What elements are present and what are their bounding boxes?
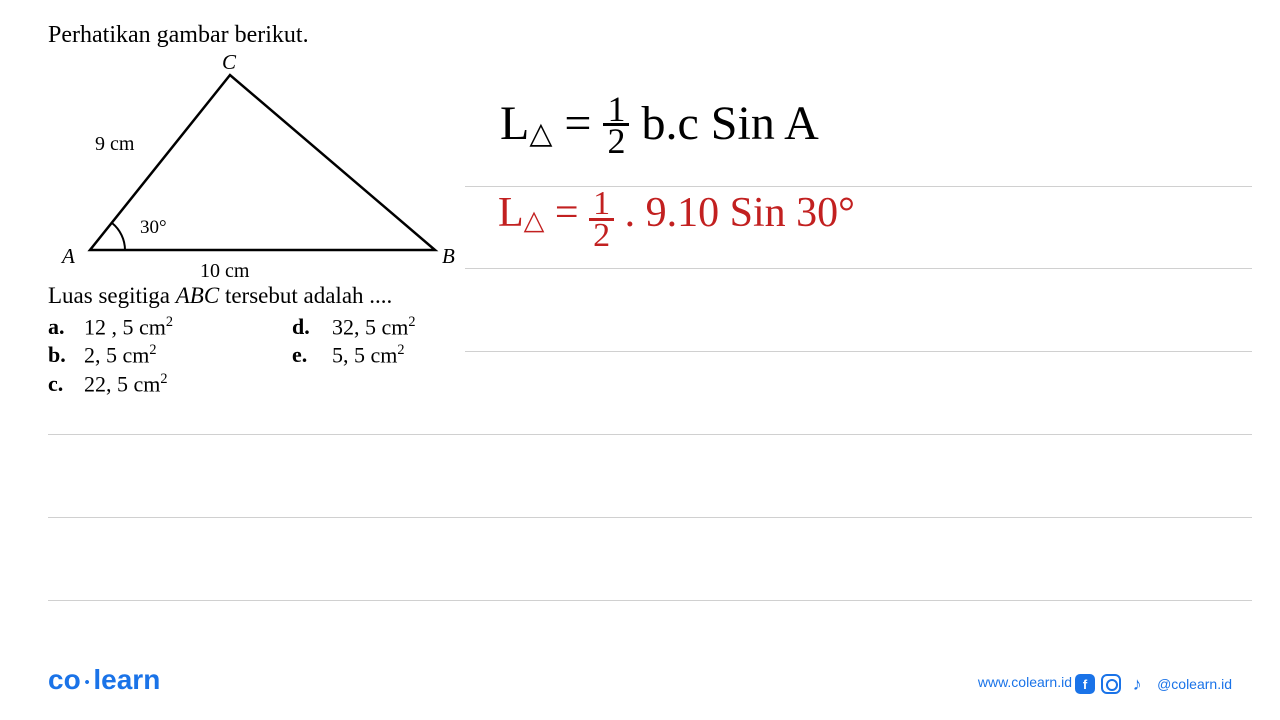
triangle-diagram: A B C 9 cm 10 cm 30°	[40, 55, 470, 285]
facebook-icon[interactable]: f	[1075, 674, 1095, 694]
logo: co • learn	[48, 664, 160, 696]
option-e-letter: e.	[292, 342, 332, 368]
hw2-den: 2	[589, 221, 614, 251]
vertex-a-label: A	[60, 244, 75, 268]
hw1-rest: b.c Sin A	[629, 97, 818, 150]
handwriting-substitution: L△ = 12 . 9.10 Sin 30°	[498, 186, 855, 247]
ruled-line	[48, 517, 1252, 518]
option-d-letter: d.	[292, 314, 332, 340]
option-b-letter: b.	[48, 342, 84, 368]
page: Perhatikan gambar berikut. A B C 9 cm 10…	[0, 0, 1280, 720]
hw2-L: L	[498, 190, 524, 236]
hw1-den: 2	[603, 126, 629, 156]
hw2-rest: . 9.10 Sin 30°	[614, 190, 855, 236]
option-b-value: 2, 5 cm2	[84, 342, 292, 368]
handwriting-formula: L△ = 12 b.c Sin A	[500, 96, 819, 158]
hw1-L: L	[500, 97, 529, 150]
logo-dot: •	[81, 674, 94, 690]
question-suffix: tersebut adalah ....	[219, 283, 392, 308]
social-handle: @colearn.id	[1157, 676, 1232, 692]
vertex-b-label: B	[442, 244, 455, 268]
option-c-letter: c.	[48, 371, 84, 397]
footer: co • learn www.colearn.id f ♪ @colearn.i…	[0, 656, 1280, 696]
social-links: f ♪ @colearn.id	[1075, 674, 1232, 694]
hw2-fraction: 12	[589, 190, 614, 251]
logo-co: co	[48, 664, 81, 695]
option-a-value: 12 , 5 cm2	[84, 314, 292, 340]
option-e-value: 5, 5 cm2	[332, 342, 462, 368]
hw1-eq: =	[552, 97, 603, 150]
side-ac-label: 9 cm	[95, 133, 135, 155]
ruled-line	[48, 600, 1252, 601]
problem-title: Perhatikan gambar berikut.	[48, 22, 309, 49]
option-a-letter: a.	[48, 314, 84, 340]
option-d-value: 32, 5 cm2	[332, 314, 462, 340]
instagram-icon[interactable]	[1101, 674, 1121, 694]
angle-label: 30°	[140, 217, 167, 238]
ruled-line	[465, 351, 1252, 352]
hw1-delta: △	[529, 117, 552, 150]
vertex-c-label: C	[222, 55, 237, 74]
question-abc: ABC	[176, 283, 219, 308]
hw2-eq: =	[544, 190, 589, 236]
question-text: Luas segitiga ABC tersebut adalah ....	[48, 283, 392, 309]
answer-options: a. 12 , 5 cm2 d. 32, 5 cm2 b. 2, 5 cm2 e…	[48, 314, 462, 399]
option-c-value: 22, 5 cm2	[84, 371, 292, 397]
ruled-line	[465, 268, 1252, 269]
hw1-fraction: 12	[603, 95, 629, 156]
website-link[interactable]: www.colearn.id	[978, 674, 1072, 690]
tiktok-icon[interactable]: ♪	[1127, 674, 1147, 694]
logo-learn: learn	[93, 664, 160, 695]
question-prefix: Luas segitiga	[48, 283, 176, 308]
ruled-line	[48, 434, 1252, 435]
hw2-delta: △	[524, 205, 545, 235]
side-ab-label: 10 cm	[200, 260, 250, 282]
